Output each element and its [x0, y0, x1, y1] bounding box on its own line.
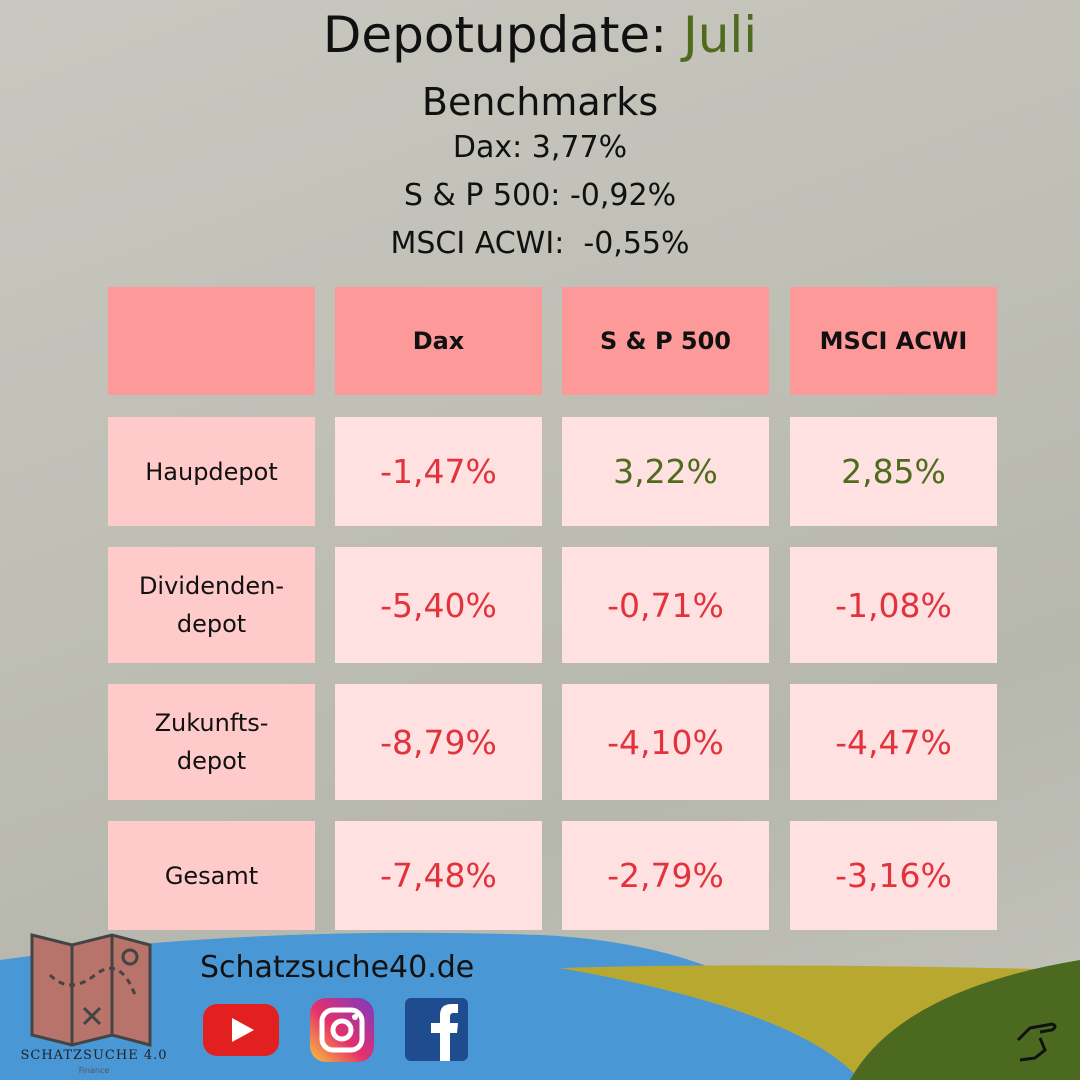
row-label: Gesamt: [108, 821, 315, 930]
column-header: Dax: [335, 287, 542, 395]
value-cell: -5,40%: [335, 547, 542, 663]
subtitle: Benchmarks: [421, 80, 659, 124]
benchmark: Dax: 3,77%: [452, 130, 628, 165]
value-cell: -1,47%: [335, 417, 542, 526]
value-cell: -3,16%: [790, 821, 997, 930]
title-text: Depotupdate:: [322, 6, 668, 64]
row-label-line: depot: [176, 747, 247, 775]
value-cell: -2,79%: [562, 821, 769, 930]
benchmark: S & P 500: -0,92%: [403, 178, 677, 213]
value-cell: 3,22%: [562, 417, 769, 526]
value-cell: -4,47%: [790, 684, 997, 800]
website: Schatzsuche40.de: [200, 950, 475, 985]
value-cell: -0,71%: [562, 547, 769, 663]
row-label-line: Haupdepot: [145, 457, 278, 486]
logo-subtext: Finance: [78, 1066, 110, 1075]
value-cell: -4,10%: [562, 684, 769, 800]
value-cell: -1,08%: [790, 547, 997, 663]
row-label-line: depot: [176, 610, 247, 638]
value-cell: -8,79%: [335, 684, 542, 800]
value-cell: -7,48%: [335, 821, 542, 930]
title: Depotupdate: Juli: [0, 6, 1080, 64]
row-label: Zukunfts-depot: [108, 684, 315, 800]
column-header: S & P 500: [562, 287, 769, 395]
benchmark: MSCI ACWI: -0,55%: [390, 226, 690, 261]
header-corner: [108, 287, 315, 395]
value-cell: 2,85%: [790, 417, 997, 526]
logo-text: SCHATZSUCHE 4.0: [20, 1048, 168, 1063]
row-label-line: Zukunfts-: [154, 709, 269, 737]
row-label-line: Dividenden-: [138, 572, 285, 600]
row-label-line: Gesamt: [164, 861, 259, 890]
row-label: Dividenden-depot: [108, 547, 315, 663]
title-highlight: Juli: [682, 6, 758, 64]
row-label: Haupdepot: [108, 417, 315, 526]
column-header: MSCI ACWI: [790, 287, 997, 395]
